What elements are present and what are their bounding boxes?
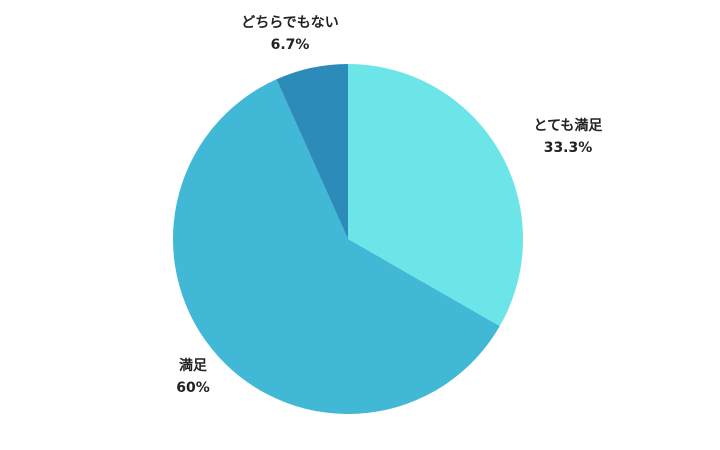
pie-slice-1 xyxy=(172,79,500,415)
slice-value-label-1: 60% xyxy=(176,380,210,396)
slice-value-label-0: 33.3% xyxy=(544,140,593,156)
slice-category-label-1: 満足 xyxy=(179,357,208,374)
slice-category-label-0: とても満足 xyxy=(534,117,604,134)
slice-category-label-2: どちらでもない xyxy=(241,15,339,31)
pie-slice-2 xyxy=(276,64,348,239)
slice-value-label-2: 6.7% xyxy=(271,37,310,53)
pie-slice-0 xyxy=(348,64,524,327)
